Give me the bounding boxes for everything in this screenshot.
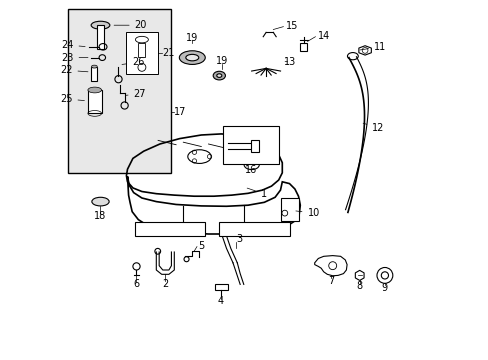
Text: 19: 19 xyxy=(186,33,198,43)
Ellipse shape xyxy=(91,65,97,68)
Text: 15: 15 xyxy=(285,21,298,31)
Text: 5: 5 xyxy=(197,240,203,251)
Text: 9: 9 xyxy=(381,283,387,293)
Ellipse shape xyxy=(213,71,225,80)
Text: 16: 16 xyxy=(244,165,256,175)
Text: 14: 14 xyxy=(318,31,330,41)
Ellipse shape xyxy=(88,87,102,93)
Ellipse shape xyxy=(179,51,205,64)
Text: 22: 22 xyxy=(60,65,88,75)
Text: 4: 4 xyxy=(218,296,224,306)
Ellipse shape xyxy=(92,197,109,206)
Bar xyxy=(68,9,170,173)
Text: 10: 10 xyxy=(295,208,319,218)
Text: 7: 7 xyxy=(327,276,333,286)
Bar xyxy=(250,140,258,152)
Bar xyxy=(280,198,298,221)
Bar xyxy=(223,126,278,164)
Ellipse shape xyxy=(216,74,222,77)
Text: 2: 2 xyxy=(162,279,168,289)
Text: 23: 23 xyxy=(61,53,88,63)
Bar xyxy=(134,222,204,236)
Text: 21: 21 xyxy=(162,48,174,58)
Text: 12: 12 xyxy=(363,123,384,133)
Text: 25: 25 xyxy=(60,94,84,104)
Text: 26: 26 xyxy=(122,57,144,67)
Text: 24: 24 xyxy=(61,40,85,50)
Text: 27: 27 xyxy=(125,89,146,99)
Bar xyxy=(214,284,227,290)
Bar xyxy=(219,222,289,236)
Text: 19: 19 xyxy=(216,56,228,66)
Bar xyxy=(88,90,102,113)
Bar xyxy=(125,32,158,74)
Text: 8: 8 xyxy=(356,281,362,291)
Text: 13: 13 xyxy=(284,57,296,67)
Bar xyxy=(138,43,145,57)
Bar xyxy=(300,43,307,51)
Ellipse shape xyxy=(91,21,110,29)
Text: 1: 1 xyxy=(246,188,266,199)
Text: 11: 11 xyxy=(359,42,386,52)
Text: 18: 18 xyxy=(94,211,106,221)
Bar xyxy=(91,67,97,81)
Text: 20: 20 xyxy=(114,20,147,30)
Bar xyxy=(97,25,104,49)
Text: 3: 3 xyxy=(236,234,242,244)
Text: 6: 6 xyxy=(133,279,139,289)
Text: 17: 17 xyxy=(174,107,186,117)
Ellipse shape xyxy=(185,54,199,61)
